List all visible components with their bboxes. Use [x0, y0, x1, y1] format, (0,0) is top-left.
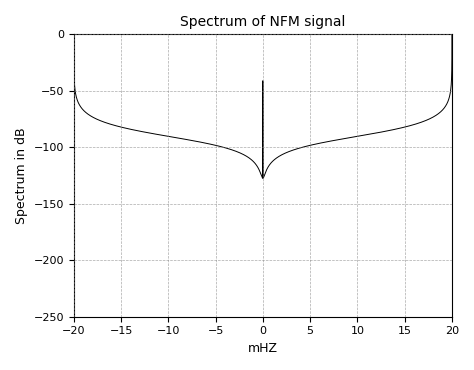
Y-axis label: Spectrum in dB: Spectrum in dB — [15, 127, 28, 224]
Title: Spectrum of NFM signal: Spectrum of NFM signal — [180, 15, 346, 29]
X-axis label: mHZ: mHZ — [248, 342, 278, 355]
